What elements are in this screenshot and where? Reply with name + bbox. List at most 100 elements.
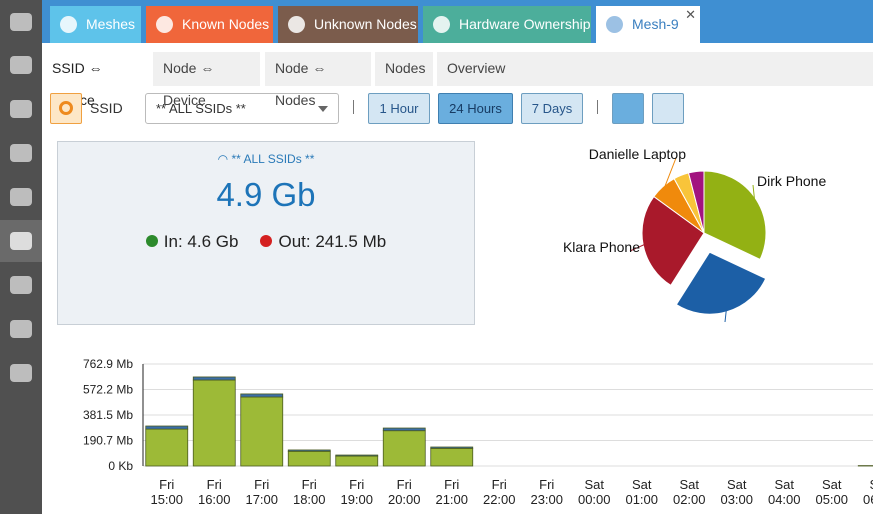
out-text: Out: 241.5 Mb <box>278 232 387 251</box>
x-tick-time: 15:00 <box>150 492 183 507</box>
grad-icon[interactable] <box>10 56 32 74</box>
subtab[interactable]: Overview <box>437 52 873 86</box>
bar-segment <box>287 450 331 467</box>
x-tick-day: Fri <box>444 477 459 492</box>
pie-label: Danielle Laptop <box>589 146 687 162</box>
pie-label: Klara Phone <box>563 239 640 255</box>
bar-segment <box>335 454 379 457</box>
separator <box>353 100 354 114</box>
x-tick-day: Fri <box>159 477 174 492</box>
pie-slice <box>675 251 767 315</box>
bar-segment <box>382 427 426 432</box>
x-tick-day: Sat <box>822 477 842 492</box>
x-tick-day: Sat <box>632 477 652 492</box>
pie-label: Dirk Phone <box>757 173 826 189</box>
ssid-select[interactable]: ** ALL SSIDs ** <box>145 93 339 124</box>
bar-segment <box>145 428 189 467</box>
separator <box>597 100 598 114</box>
tab-label: Mesh-9 <box>632 16 679 32</box>
y-tick-label: 762.9 Mb <box>83 357 133 371</box>
x-tick-day: Fri <box>207 477 222 492</box>
tab-label: Hardware Ownership <box>459 16 591 32</box>
x-tick-day: Sat <box>679 477 699 492</box>
x-tick-time: 19:00 <box>340 492 373 507</box>
pie-slice <box>687 170 705 234</box>
in-text: In: 4.6 Gb <box>163 232 239 251</box>
x-tick-time: 22:00 <box>483 492 516 507</box>
bar-segment <box>335 455 379 467</box>
pie-slice <box>703 170 767 261</box>
bar-segment <box>145 425 189 430</box>
caret <box>318 106 328 117</box>
range-button-active[interactable]: 24 Hours <box>438 93 513 124</box>
range-button[interactable]: 1 Hour <box>368 93 430 124</box>
bar-segment <box>287 449 331 452</box>
subtab[interactable]: Node ⇔ Device <box>153 52 260 108</box>
cloud-icon[interactable] <box>10 276 32 294</box>
x-tick-time: 21:00 <box>435 492 468 507</box>
x-tick-time: 23:00 <box>530 492 563 507</box>
tab[interactable]: Meshes <box>50 6 141 43</box>
summary-panel: ◠ ** ALL SSIDs ** 4.9 Gb In: 4.6 Gb Out: … <box>57 141 475 325</box>
bar-segment <box>382 430 426 467</box>
x-tick-time: 04:00 <box>768 492 801 507</box>
bar-segment <box>430 446 474 449</box>
x-tick-day: Fri <box>539 477 554 492</box>
sidebar <box>0 0 42 514</box>
bar-segment <box>192 376 236 381</box>
login-icon[interactable] <box>10 320 32 338</box>
tab[interactable]: Known Nodes <box>146 6 273 43</box>
x-tick-time: 17:00 <box>245 492 278 507</box>
tab-active[interactable]: Mesh-9 ✕ <box>596 6 700 43</box>
summary-total: 4.9 Gb <box>216 176 316 213</box>
tab-label: Unknown Nodes <box>314 16 417 32</box>
pie-leader <box>752 184 756 201</box>
x-tick-time: 16:00 <box>198 492 231 507</box>
x-tick-time: 01:00 <box>625 492 658 507</box>
x-tick-time: 02:00 <box>673 492 706 507</box>
x-tick-time: 05:00 <box>815 492 848 507</box>
close-icon[interactable]: ✕ <box>685 7 696 22</box>
x-tick-time: 20:00 <box>388 492 421 507</box>
refresh-button[interactable] <box>50 93 82 124</box>
tab[interactable]: Unknown Nodes <box>278 6 418 43</box>
search-icon[interactable] <box>10 13 32 31</box>
chart-view-button[interactable] <box>612 93 644 124</box>
range-button[interactable]: 7 Days <box>521 93 583 124</box>
target-icon[interactable] <box>10 188 32 206</box>
bar-segment <box>240 396 284 467</box>
x-tick-day: Fri <box>397 477 412 492</box>
x-tick-day: Sat <box>869 477 873 492</box>
pie-leader <box>629 243 646 252</box>
x-tick-day: Sat <box>727 477 747 492</box>
tab-label: Meshes <box>86 16 136 32</box>
subtab[interactable]: Nodes <box>375 52 433 86</box>
active-item[interactable] <box>0 220 42 262</box>
tab[interactable]: Hardware Ownership <box>423 6 591 43</box>
bar-segment <box>430 447 474 467</box>
summary-io: In: 4.6 Gb Out: 241.5 Mb <box>58 232 474 252</box>
x-tick-time: 00:00 <box>578 492 611 507</box>
tab-label: Known Nodes <box>182 16 270 32</box>
cubes-icon[interactable] <box>10 144 32 162</box>
ssid-text: ** ALL SSIDs ** <box>231 152 315 166</box>
cogs-icon[interactable] <box>10 364 32 382</box>
bar-segment <box>240 393 284 398</box>
x-tick-day: Fri <box>254 477 269 492</box>
y-tick-label: 0 Kb <box>108 459 133 473</box>
user-icon[interactable] <box>10 100 32 118</box>
x-tick-day: Fri <box>492 477 507 492</box>
x-tick-time: 18:00 <box>293 492 326 507</box>
summary-ssid: ◠ ** ALL SSIDs ** <box>217 152 315 166</box>
x-tick-day: Sat <box>584 477 604 492</box>
x-tick-time: 03:00 <box>720 492 753 507</box>
subtab[interactable]: Node ⇔ Nodes <box>265 52 371 108</box>
table-view-button[interactable] <box>652 93 684 124</box>
select-text: ** ALL SSIDs ** <box>156 101 246 116</box>
bar-segment <box>192 379 236 467</box>
pie-leader <box>663 157 677 189</box>
y-tick-label: 190.7 Mb <box>83 434 133 448</box>
toolbar-label: SSID <box>90 100 123 116</box>
